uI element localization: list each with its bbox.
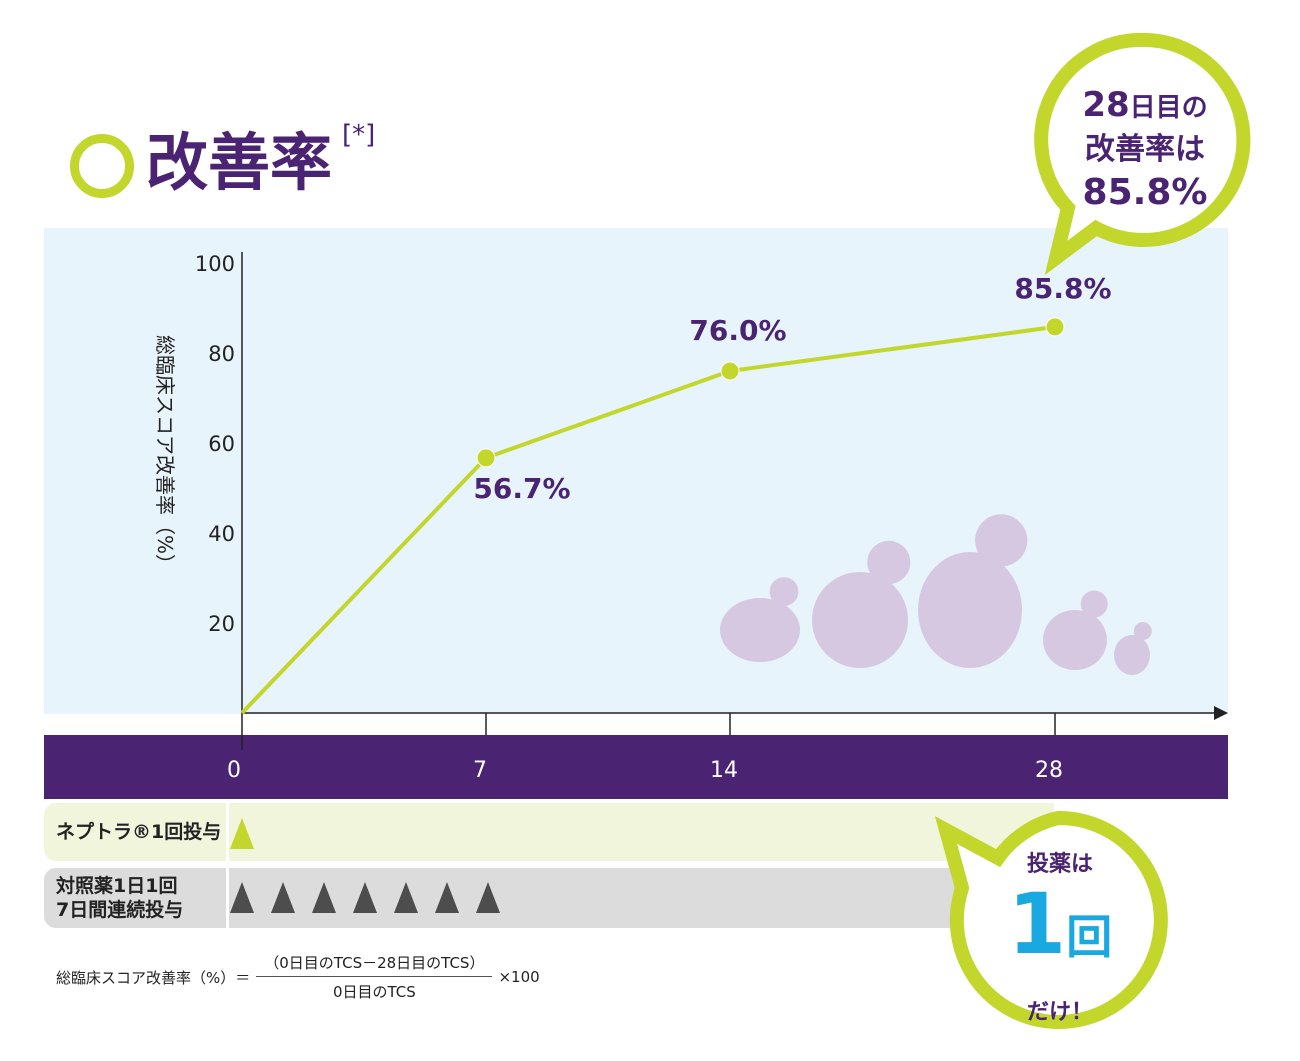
title-note: [*] — [342, 120, 376, 150]
y-tick-label: 40 — [208, 522, 235, 546]
dosing-row-neptra: ネプトラ®1回投与 — [44, 803, 1054, 861]
x-tick-label: 7 — [473, 758, 487, 783]
formula-multiplier: ×100 — [498, 968, 540, 986]
x-tick-label: 0 — [227, 758, 241, 783]
callout-rest: 日目の — [1129, 93, 1208, 123]
dog-head — [975, 514, 1028, 567]
dog-silhouettes — [720, 514, 1152, 675]
dog-silhouette — [1114, 635, 1150, 675]
y-tick-label: 100 — [195, 252, 235, 276]
dog-silhouette — [720, 598, 800, 662]
dog-head — [1133, 622, 1152, 640]
circle-icon — [70, 134, 134, 198]
callout-line1: 投薬は — [1026, 852, 1093, 877]
dog-head — [867, 540, 911, 585]
callout-bottom-text: 投薬は 1回 だけ！ — [985, 846, 1135, 1026]
dosing-label: 対照薬1日1回 7日間連続投与 — [44, 868, 229, 928]
y-axis-label: 総臨床スコア改善率（%） — [153, 335, 177, 574]
dosing-label: ネプトラ®1回投与 — [44, 803, 229, 861]
dog-head — [1080, 590, 1108, 618]
x-tick-label: 14 — [710, 758, 738, 783]
y-tick-label: 20 — [208, 612, 235, 636]
dog-silhouette — [812, 572, 908, 668]
dosing-row-control: 対照薬1日1回 7日間連続投与 — [44, 868, 1054, 928]
formula: 総臨床スコア改善率（%）＝ （0日目のTCS－28日目のTCS） 0日目のTCS… — [56, 952, 540, 1002]
data-label: 85.8% — [1014, 272, 1111, 305]
label-line: 7日間連続投与 — [56, 899, 184, 921]
dog-head — [769, 577, 799, 606]
data-label: 76.0% — [689, 314, 786, 347]
x-axis-arrow — [1214, 706, 1228, 720]
callout-num: 1 — [1007, 875, 1067, 973]
data-label: 56.7% — [473, 472, 570, 505]
dog-silhouette — [1043, 610, 1107, 670]
callout-top-text: 28日目の 改善率は 85.8% — [1060, 84, 1230, 215]
chart-title: 改善率 [*] — [70, 118, 375, 208]
x-tick-label: 28 — [1035, 758, 1063, 783]
formula-lhs: 総臨床スコア改善率（%）＝ — [56, 968, 251, 987]
formula-fraction: （0日目のTCS－28日目のTCS） 0日目のTCS — [256, 952, 493, 1002]
data-point — [476, 448, 496, 468]
callout-line3: だけ！ — [1026, 1000, 1093, 1025]
callout-line3: 85.8% — [1082, 172, 1208, 213]
series-line — [240, 324, 1056, 715]
y-tick-label: 80 — [208, 342, 235, 366]
title-text: 改善率 — [146, 126, 333, 199]
y-tick-label: 60 — [208, 432, 235, 456]
formula-numerator: （0日目のTCS－28日目のTCS） — [256, 952, 493, 977]
label-line: 対照薬1日1回 — [56, 875, 178, 897]
callout-line2: 改善率は — [1085, 132, 1205, 167]
callout-unit: 回 — [1066, 910, 1113, 964]
data-point — [720, 361, 740, 381]
data-point — [1045, 317, 1065, 337]
callout-num: 28 — [1082, 85, 1130, 125]
dog-silhouette — [918, 552, 1022, 668]
formula-denominator: 0日目のTCS — [332, 983, 416, 1001]
